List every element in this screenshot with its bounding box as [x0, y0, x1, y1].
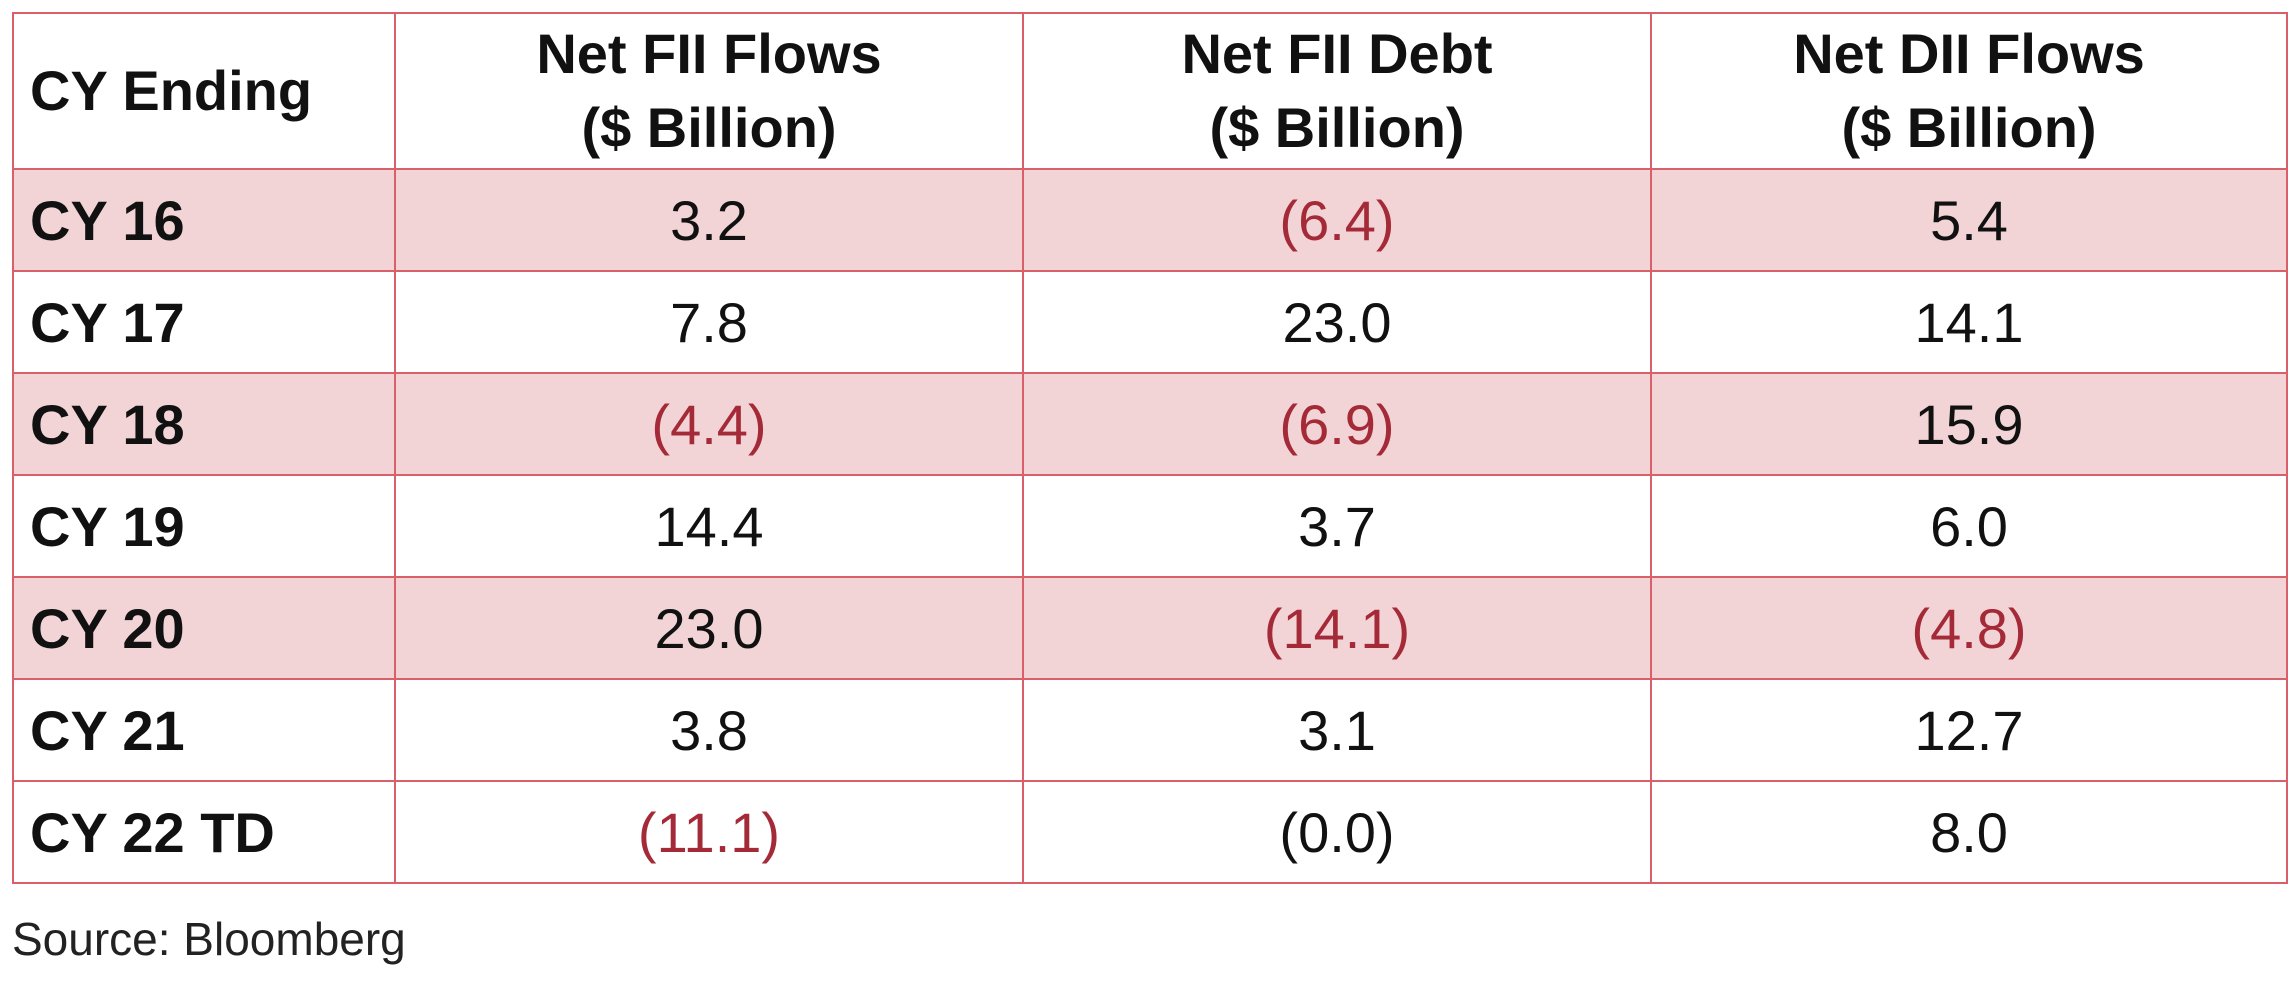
table-row: CY 16 3.2 (6.4) 5.4 — [12, 168, 2288, 272]
dii-flows-cell: (4.8) — [1650, 576, 2288, 680]
table-body: CY 16 3.2 (6.4) 5.4 CY 17 7.8 23.0 14.1 … — [12, 168, 2288, 884]
header-net-dii-flows: Net DII Flows ($ Billion) — [1650, 12, 2288, 170]
header-net-fii-debt: Net FII Debt ($ Billion) — [1022, 12, 1652, 170]
dii-flows-cell: 14.1 — [1650, 270, 2288, 374]
table-row: CY 18 (4.4) (6.9) 15.9 — [12, 372, 2288, 476]
table-row: CY 21 3.8 3.1 12.7 — [12, 678, 2288, 782]
fii-debt-cell: (14.1) — [1022, 576, 1652, 680]
fii-debt-cell: 23.0 — [1022, 270, 1652, 374]
header-net-fii-flows-title: Net FII Flows — [536, 22, 882, 85]
fii-flows-cell: 23.0 — [394, 576, 1024, 680]
year-cell: CY 21 — [12, 678, 396, 782]
year-cell: CY 22 TD — [12, 780, 396, 884]
table-row: CY 22 TD (11.1) (0.0) 8.0 — [12, 780, 2288, 884]
table-row: CY 20 23.0 (14.1) (4.8) — [12, 576, 2288, 680]
dii-flows-cell: 12.7 — [1650, 678, 2288, 782]
fii-flows-cell: 3.8 — [394, 678, 1024, 782]
fii-debt-cell: (0.0) — [1022, 780, 1652, 884]
header-row: CY Ending Net FII Flows ($ Billion) Net … — [12, 12, 2288, 170]
header-net-dii-flows-unit: ($ Billion) — [1841, 96, 2097, 159]
year-cell: CY 16 — [12, 168, 396, 272]
year-cell: CY 18 — [12, 372, 396, 476]
year-cell: CY 19 — [12, 474, 396, 578]
fii-debt-cell: (6.4) — [1022, 168, 1652, 272]
header-net-fii-flows: Net FII Flows ($ Billion) — [394, 12, 1024, 170]
header-net-dii-flows-title: Net DII Flows — [1793, 22, 2145, 85]
source-note: Source: Bloomberg — [12, 913, 406, 965]
year-cell: CY 17 — [12, 270, 396, 374]
fii-flows-cell: 3.2 — [394, 168, 1024, 272]
fii-debt-cell: 3.1 — [1022, 678, 1652, 782]
header-net-fii-debt-title: Net FII Debt — [1181, 22, 1493, 85]
header-net-fii-flows-unit: ($ Billion) — [581, 96, 837, 159]
fii-flows-cell: 14.4 — [394, 474, 1024, 578]
dii-flows-cell: 8.0 — [1650, 780, 2288, 884]
fii-debt-cell: (6.9) — [1022, 372, 1652, 476]
table-row: CY 17 7.8 23.0 14.1 — [12, 270, 2288, 374]
year-cell: CY 20 — [12, 576, 396, 680]
flows-table: CY Ending Net FII Flows ($ Billion) Net … — [12, 12, 2288, 884]
header-net-fii-debt-unit: ($ Billion) — [1209, 96, 1465, 159]
dii-flows-cell: 6.0 — [1650, 474, 2288, 578]
fii-flows-cell: (11.1) — [394, 780, 1024, 884]
fii-debt-cell: 3.7 — [1022, 474, 1652, 578]
table-header: CY Ending Net FII Flows ($ Billion) Net … — [12, 12, 2288, 170]
table-row: CY 19 14.4 3.7 6.0 — [12, 474, 2288, 578]
dii-flows-cell: 15.9 — [1650, 372, 2288, 476]
header-cy-ending-label: CY Ending — [30, 59, 313, 122]
dii-flows-cell: 5.4 — [1650, 168, 2288, 272]
fii-flows-cell: (4.4) — [394, 372, 1024, 476]
fii-flows-cell: 7.8 — [394, 270, 1024, 374]
header-cy-ending: CY Ending — [12, 12, 396, 170]
